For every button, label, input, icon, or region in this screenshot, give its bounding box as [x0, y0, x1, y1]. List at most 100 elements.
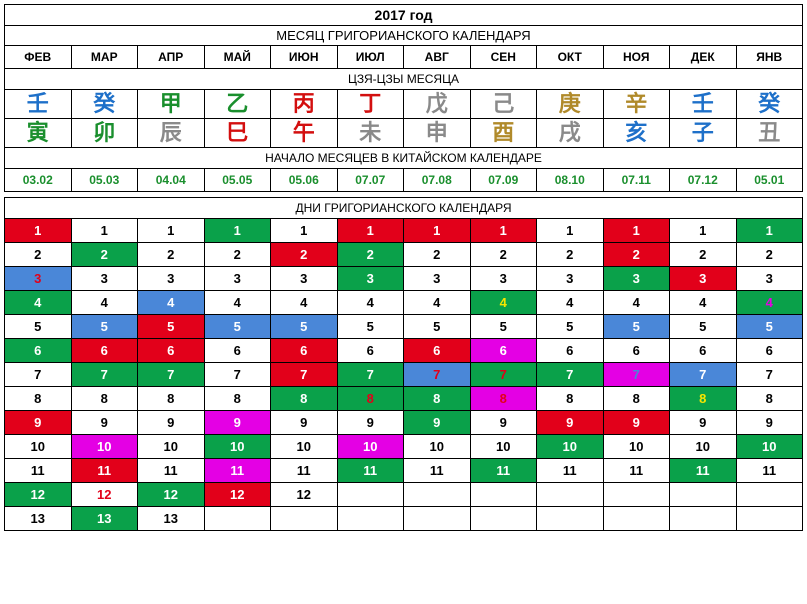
day-cell: 2 — [271, 243, 338, 267]
day-cell: 7 — [271, 363, 338, 387]
day-cell: 3 — [404, 267, 471, 291]
day-cell: 3 — [603, 267, 670, 291]
year-title: 2017 год — [5, 5, 803, 26]
month-header-cell: СЕН — [470, 46, 537, 69]
day-cell — [404, 483, 471, 507]
day-cell: 11 — [271, 459, 338, 483]
start-date-cell: 05.05 — [204, 169, 271, 192]
jiazi-cell: 子 — [670, 119, 737, 148]
day-cell: 4 — [337, 291, 404, 315]
start-date-cell: 07.09 — [470, 169, 537, 192]
day-row: 444444444444 — [5, 291, 803, 315]
day-cell: 5 — [603, 315, 670, 339]
day-cell: 5 — [537, 315, 604, 339]
day-cell: 8 — [71, 387, 138, 411]
jiazi-cell: 壬 — [5, 90, 72, 119]
day-cell: 11 — [138, 459, 205, 483]
day-cell: 9 — [204, 411, 271, 435]
jiazi-label-row: ЦЗЯ-ЦЗЫ МЕСЯЦА — [5, 69, 803, 90]
day-cell: 9 — [138, 411, 205, 435]
jiazi-cell: 酉 — [470, 119, 537, 148]
jiazi-cell: 壬 — [670, 90, 737, 119]
day-cell: 10 — [670, 435, 737, 459]
day-cell: 6 — [470, 339, 537, 363]
day-cell: 10 — [603, 435, 670, 459]
day-cell: 9 — [337, 411, 404, 435]
month-header-cell: ЯНВ — [736, 46, 803, 69]
day-cell: 7 — [736, 363, 803, 387]
day-cell: 4 — [736, 291, 803, 315]
day-cell: 4 — [404, 291, 471, 315]
month-header-cell: АВГ — [404, 46, 471, 69]
day-cell: 10 — [138, 435, 205, 459]
day-cell: 2 — [5, 243, 72, 267]
jiazi-cell: 寅 — [5, 119, 72, 148]
day-cell: 13 — [5, 507, 72, 531]
day-cell: 10 — [736, 435, 803, 459]
jiazi-label: ЦЗЯ-ЦЗЫ МЕСЯЦА — [5, 69, 803, 90]
day-cell: 10 — [71, 435, 138, 459]
days-label-row: ДНИ ГРИГОРИАНСКОГО КАЛЕНДАРЯ — [5, 198, 803, 219]
day-cell: 9 — [271, 411, 338, 435]
start-label-row: НАЧАЛО МЕСЯЦЕВ В КИТАЙСКОМ КАЛЕНДАРЕ — [5, 148, 803, 169]
jiazi-cell: 庚 — [537, 90, 604, 119]
day-cell: 5 — [271, 315, 338, 339]
day-cell: 4 — [5, 291, 72, 315]
jiazi-cell: 丙 — [271, 90, 338, 119]
day-cell: 8 — [271, 387, 338, 411]
day-cell: 11 — [603, 459, 670, 483]
day-cell: 1 — [71, 219, 138, 243]
day-cell — [204, 507, 271, 531]
start-date-cell: 07.12 — [670, 169, 737, 192]
day-cell: 8 — [537, 387, 604, 411]
day-cell: 1 — [603, 219, 670, 243]
day-cell: 7 — [537, 363, 604, 387]
day-cell: 2 — [736, 243, 803, 267]
day-row: 777777777777 — [5, 363, 803, 387]
day-cell: 3 — [337, 267, 404, 291]
day-cell: 8 — [670, 387, 737, 411]
day-cell: 10 — [271, 435, 338, 459]
day-cell: 5 — [5, 315, 72, 339]
day-cell: 5 — [670, 315, 737, 339]
day-cell: 13 — [71, 507, 138, 531]
month-header-cell: МАЙ — [204, 46, 271, 69]
day-cell: 3 — [470, 267, 537, 291]
day-cell: 6 — [404, 339, 471, 363]
jiazi-cell: 戊 — [404, 90, 471, 119]
day-cell: 12 — [204, 483, 271, 507]
day-cell: 5 — [138, 315, 205, 339]
day-cell: 8 — [603, 387, 670, 411]
day-cell — [603, 507, 670, 531]
day-cell: 13 — [138, 507, 205, 531]
day-cell: 11 — [537, 459, 604, 483]
day-row: 222222222222 — [5, 243, 803, 267]
day-cell: 6 — [71, 339, 138, 363]
day-cell: 10 — [337, 435, 404, 459]
day-cell: 7 — [670, 363, 737, 387]
day-cell: 3 — [670, 267, 737, 291]
day-cell: 4 — [537, 291, 604, 315]
day-cell: 5 — [204, 315, 271, 339]
day-cell: 4 — [71, 291, 138, 315]
day-cell: 7 — [470, 363, 537, 387]
day-cell: 12 — [138, 483, 205, 507]
start-date-cell: 07.08 — [404, 169, 471, 192]
title-row: 2017 год — [5, 5, 803, 26]
day-cell: 6 — [138, 339, 205, 363]
day-cell: 6 — [537, 339, 604, 363]
day-cell: 9 — [736, 411, 803, 435]
jiazi-cell: 丑 — [736, 119, 803, 148]
day-row: 111111111111111111111111 — [5, 459, 803, 483]
day-cell: 10 — [537, 435, 604, 459]
start-date-cell: 05.06 — [271, 169, 338, 192]
month-header-cell: НОЯ — [603, 46, 670, 69]
day-cell: 6 — [204, 339, 271, 363]
day-cell: 11 — [670, 459, 737, 483]
start-date-cell: 04.04 — [138, 169, 205, 192]
jiazi-cell: 亥 — [603, 119, 670, 148]
day-cell: 9 — [71, 411, 138, 435]
day-cell: 1 — [470, 219, 537, 243]
day-cell: 4 — [603, 291, 670, 315]
day-cell: 9 — [470, 411, 537, 435]
